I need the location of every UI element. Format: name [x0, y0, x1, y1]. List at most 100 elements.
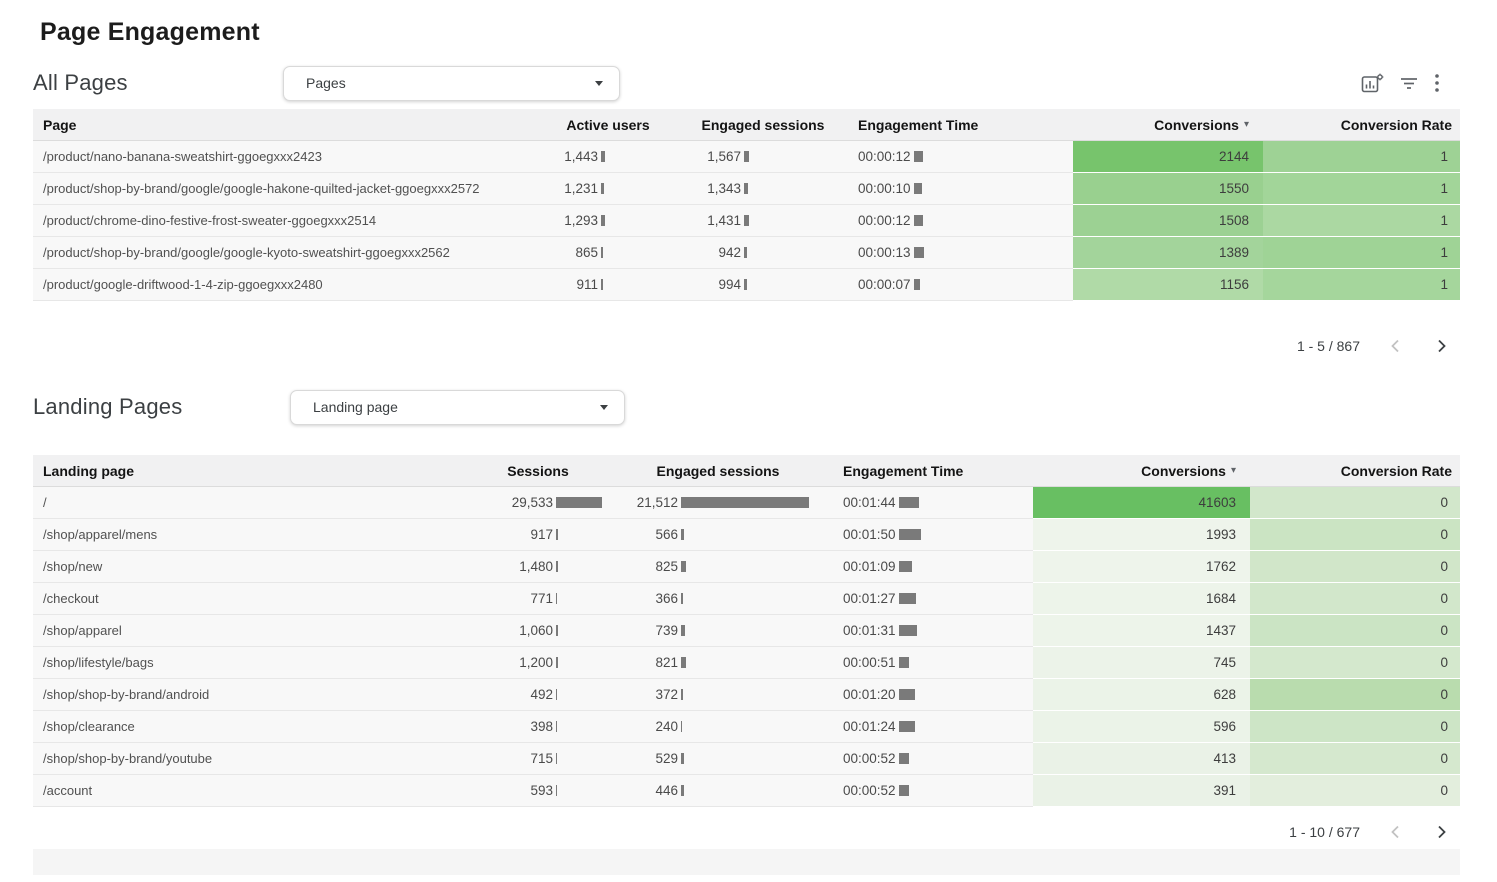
dimension-cell: /product/chrome-dino-festive-frost-sweat… [33, 205, 533, 237]
value-bar [744, 183, 748, 194]
column-header-conversion-rate[interactable]: Conversion Rate [1340, 116, 1452, 133]
heatmap-cell: 1156 [1073, 269, 1263, 301]
value-bar [681, 529, 684, 540]
next-page-icon[interactable] [1432, 823, 1450, 841]
value-bar [744, 247, 747, 258]
metric-cell: 1,443 [533, 141, 683, 173]
heatmap-cell: 1684 [1033, 583, 1250, 615]
column-header-engaged-sessions[interactable]: Engaged sessions [701, 116, 825, 133]
heatmap-cell: 1993 [1033, 519, 1250, 551]
heatmap-cell: 1 [1263, 205, 1460, 237]
metric-cell: 1,200 [463, 647, 613, 679]
table-body: /29,533 21,512 00:01:44 41603 0/shop/apparel… [33, 487, 1460, 807]
heatmap-cell: 0 [1250, 519, 1460, 551]
table-row: /shop/lifestyle/bags 1,200 821 00:00:51 745 0 [33, 647, 1460, 679]
value-bar [898, 529, 921, 540]
heatmap-cell: 1437 [1033, 615, 1250, 647]
value-bar [898, 785, 909, 796]
heatmap-cell: 0 [1250, 583, 1460, 615]
value-bar [601, 279, 603, 290]
dimension-cell: /account [33, 775, 463, 807]
value-bar [913, 215, 923, 226]
metric-cell: 372 [613, 679, 823, 711]
value-bar [898, 657, 909, 668]
heatmap-cell: 628 [1033, 679, 1250, 711]
heatmap-cell: 0 [1250, 711, 1460, 743]
value-bar [681, 593, 683, 604]
value-bar [681, 689, 683, 700]
sort-desc-icon: ▾ [1243, 119, 1249, 130]
metric-cell: 1,567 [683, 141, 843, 173]
metric-cell: 00:00:51 [823, 647, 1033, 679]
heatmap-cell: 0 [1250, 615, 1460, 647]
value-bar [601, 247, 603, 258]
heatmap-cell: 1 [1263, 173, 1460, 205]
chevron-down-icon [595, 80, 603, 86]
metric-cell: 1,231 [533, 173, 683, 205]
landing-pages-header: Landing Pages Landing page [33, 389, 1460, 425]
metric-cell: 00:00:12 [843, 141, 1073, 173]
metric-cell: 865 [533, 237, 683, 269]
filter-icon[interactable] [1399, 74, 1419, 92]
chart-settings-icon[interactable] [1361, 73, 1384, 93]
next-page-icon[interactable] [1432, 337, 1450, 355]
metric-cell: 00:01:44 [823, 487, 1033, 519]
prev-page-icon[interactable] [1387, 337, 1405, 355]
value-bar [913, 279, 920, 290]
column-header-page[interactable]: Page [43, 116, 77, 133]
table-row: /product/shop-by-brand/google/google-hak… [33, 173, 1460, 205]
all-pages-table: Page Active users Engaged sessions Engageme… [33, 109, 1460, 301]
metric-cell: 00:00:07 [843, 269, 1073, 301]
metric-cell: 821 [613, 647, 823, 679]
dimension-cell: /shop/clearance [33, 711, 463, 743]
column-header-landing-page[interactable]: Landing page [43, 462, 134, 479]
dimension-cell: /product/nano-banana-sweatshirt-ggoegxxx… [33, 141, 533, 173]
heatmap-cell: 391 [1033, 775, 1250, 807]
metric-cell: 00:00:13 [843, 237, 1073, 269]
value-bar [601, 215, 605, 226]
value-bar [681, 497, 809, 508]
value-bar [744, 279, 747, 290]
prev-page-icon[interactable] [1387, 823, 1405, 841]
metric-cell: 21,512 [613, 487, 823, 519]
table-row: /shop/apparel/mens 917 566 00:01:50 1993 0 [33, 519, 1460, 551]
heatmap-cell: 1 [1263, 269, 1460, 301]
column-header-conversion-rate[interactable]: Conversion Rate [1340, 462, 1452, 479]
dropdown-label: Pages [306, 75, 346, 91]
metric-cell: 00:00:10 [843, 173, 1073, 205]
column-header-conversions[interactable]: Conversions ▾ [1154, 116, 1249, 133]
metric-cell: 1,293 [533, 205, 683, 237]
column-header-sessions[interactable]: Sessions [507, 462, 569, 479]
more-options-icon[interactable] [1434, 73, 1440, 93]
heatmap-cell: 41603 [1033, 487, 1250, 519]
column-header-conversions[interactable]: Conversions ▾ [1141, 462, 1236, 479]
section-heading-landing-pages: Landing Pages [33, 394, 183, 419]
value-bar [898, 593, 916, 604]
metric-cell: 240 [613, 711, 823, 743]
heatmap-cell: 0 [1250, 647, 1460, 679]
metric-cell: 1,480 [463, 551, 613, 583]
dimension-dropdown-landing-page[interactable]: Landing page [290, 389, 625, 425]
dimension-dropdown-pages[interactable]: Pages [283, 65, 620, 101]
dropdown-label: Landing page [313, 399, 398, 415]
metric-cell: 911 [533, 269, 683, 301]
landing-pages-table: Landing page Sessions Engaged sessions Enga… [33, 455, 1460, 807]
dimension-cell: /shop/new [33, 551, 463, 583]
dimension-cell: /product/shop-by-brand/google/google-kyo… [33, 237, 533, 269]
pagination-range: 1 - 10 / 677 [1289, 824, 1360, 840]
column-header-engagement-time[interactable]: Engagement Time [858, 116, 979, 133]
column-header-engagement-time[interactable]: Engagement Time [843, 462, 964, 479]
section-heading-all-pages: All Pages [33, 70, 128, 95]
column-header-engaged-sessions[interactable]: Engaged sessions [656, 462, 780, 479]
heatmap-cell: 0 [1250, 679, 1460, 711]
value-bar [898, 721, 915, 732]
pagination-landing-pages: 1 - 10 / 677 [33, 815, 1460, 849]
page-title: Page Engagement [40, 18, 260, 46]
heatmap-cell: 1508 [1073, 205, 1263, 237]
table-body: /product/nano-banana-sweatshirt-ggoegxxx… [33, 141, 1460, 301]
column-header-active-users[interactable]: Active users [566, 116, 650, 133]
dimension-cell: /shop/shop-by-brand/youtube [33, 743, 463, 775]
metric-cell: 398 [463, 711, 613, 743]
dimension-cell: / [33, 487, 463, 519]
